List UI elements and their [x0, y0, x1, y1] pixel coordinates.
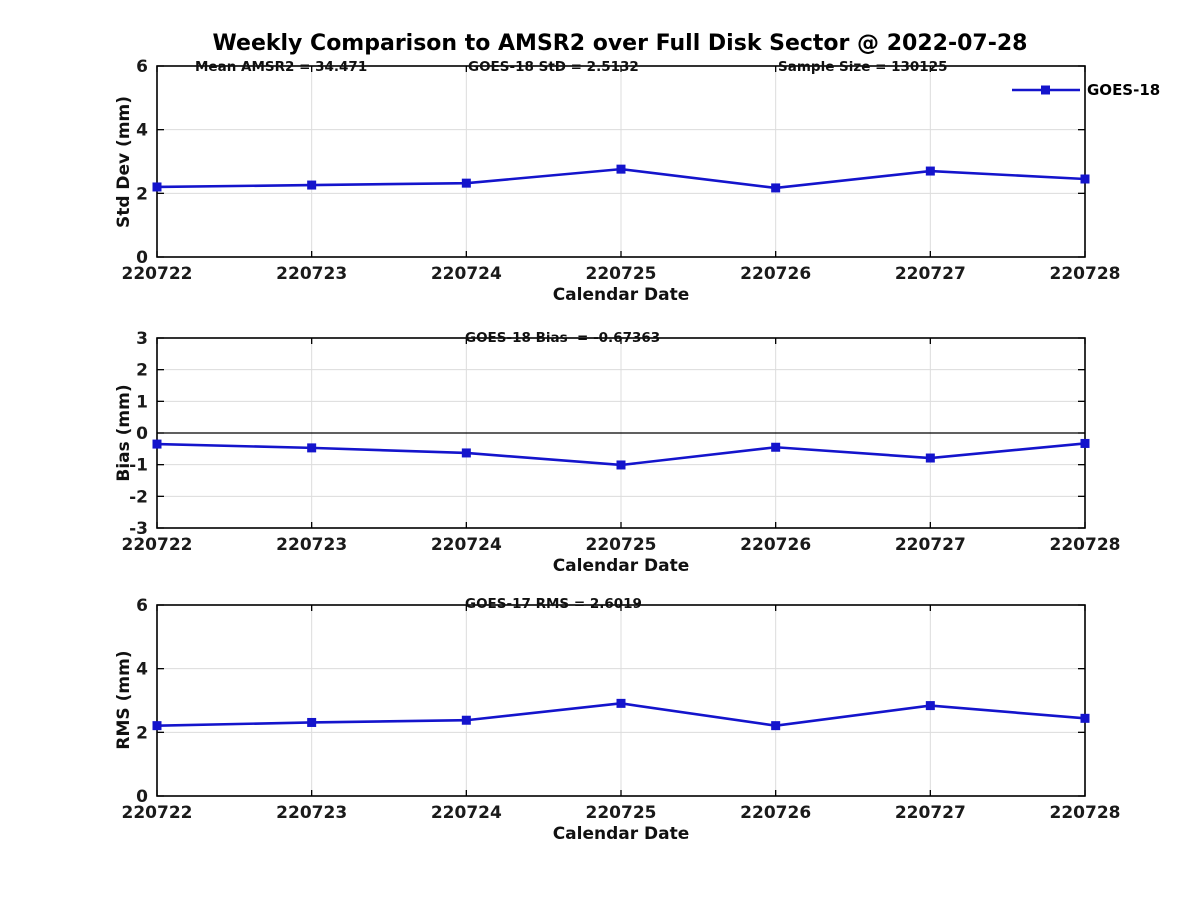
x-tick-label: 220722 — [122, 264, 193, 284]
y-tick-label: -2 — [129, 487, 148, 507]
data-point — [771, 721, 781, 731]
y-tick-label: 4 — [136, 660, 148, 680]
data-point — [1080, 174, 1090, 184]
data-point — [461, 715, 471, 725]
x-tick-label: 220726 — [740, 264, 811, 284]
y-tick-label: 3 — [136, 329, 148, 349]
data-point — [461, 448, 471, 458]
x-tick-label: 220723 — [276, 535, 347, 555]
data-point — [307, 443, 317, 453]
x-tick-label: 220723 — [276, 803, 347, 823]
x-tick-label: 220727 — [895, 803, 966, 823]
data-point — [771, 442, 781, 452]
y-axis-label-text: RMS (mm) — [114, 650, 134, 750]
x-tick-label: 220726 — [740, 803, 811, 823]
annotation-goes18-bias: GOES-18 Bias = -0.67363 — [465, 330, 661, 346]
annotation-sample-size: Sample Size = 130125 — [778, 59, 948, 75]
x-tick-label: 220726 — [740, 535, 811, 555]
legend: GOES-18 — [1012, 81, 1160, 99]
y-tick-label: 6 — [136, 57, 148, 77]
y-tick-label: -3 — [129, 519, 148, 539]
x-tick-label: 220724 — [431, 264, 502, 284]
x-tick-label: 220728 — [1050, 803, 1121, 823]
data-point — [1080, 438, 1090, 448]
data-point — [152, 721, 162, 731]
y-axis-label-text: Bias (mm) — [114, 384, 134, 482]
x-tick-label: 220724 — [431, 535, 502, 555]
data-point — [925, 453, 935, 463]
annotation-mean-amsr2: Mean AMSR2 = 34.471 — [195, 59, 368, 75]
x-tick-label: 220725 — [586, 264, 657, 284]
data-point — [771, 183, 781, 193]
data-point — [152, 182, 162, 192]
legend-label: GOES-18 — [1087, 81, 1161, 99]
annotation-goes18-std: GOES-18 StD = 2.5132 — [468, 59, 639, 75]
x-axis-label: Calendar Date — [552, 824, 690, 844]
y-tick-label: 2 — [136, 723, 148, 743]
annotation-goes17-rms: GOES-17 RMS = 2.6019 — [465, 596, 642, 612]
figure-title: Weekly Comparison to AMSR2 over Full Dis… — [212, 31, 1028, 56]
x-tick-label: 220723 — [276, 264, 347, 284]
data-point — [616, 164, 626, 174]
x-tick-label: 220728 — [1050, 535, 1121, 555]
y-tick-label: 0 — [136, 787, 148, 807]
data-point — [307, 180, 317, 190]
data-point — [461, 178, 471, 188]
x-tick-label: 220725 — [586, 535, 657, 555]
y-tick-label: 0 — [136, 248, 148, 268]
y-axis-label-text: Std Dev (mm) — [114, 95, 134, 229]
y-tick-label: 4 — [136, 121, 148, 141]
data-point — [925, 701, 935, 711]
data-point — [152, 439, 162, 449]
data-point — [1080, 713, 1090, 723]
x-tick-label: 220727 — [895, 535, 966, 555]
y-tick-label: 0 — [136, 424, 148, 444]
x-tick-label: 220728 — [1050, 264, 1121, 284]
x-tick-label: 220724 — [431, 803, 502, 823]
y-tick-label: 2 — [136, 184, 148, 204]
y-tick-label: 1 — [136, 392, 148, 412]
x-tick-label: 220727 — [895, 264, 966, 284]
data-point — [307, 717, 317, 727]
legend-line-sample — [1012, 85, 1080, 95]
x-axis-label: Calendar Date — [552, 285, 690, 305]
data-point — [616, 698, 626, 708]
data-point — [616, 460, 626, 470]
y-tick-label: 6 — [136, 596, 148, 616]
y-tick-label: 2 — [136, 361, 148, 381]
x-axis-label: Calendar Date — [552, 556, 690, 576]
data-point — [925, 166, 935, 176]
x-tick-label: 220722 — [122, 803, 193, 823]
legend-marker-icon — [1041, 85, 1050, 95]
x-tick-label: 220725 — [586, 803, 657, 823]
y-tick-label: -1 — [129, 456, 148, 476]
x-tick-label: 220722 — [122, 535, 193, 555]
